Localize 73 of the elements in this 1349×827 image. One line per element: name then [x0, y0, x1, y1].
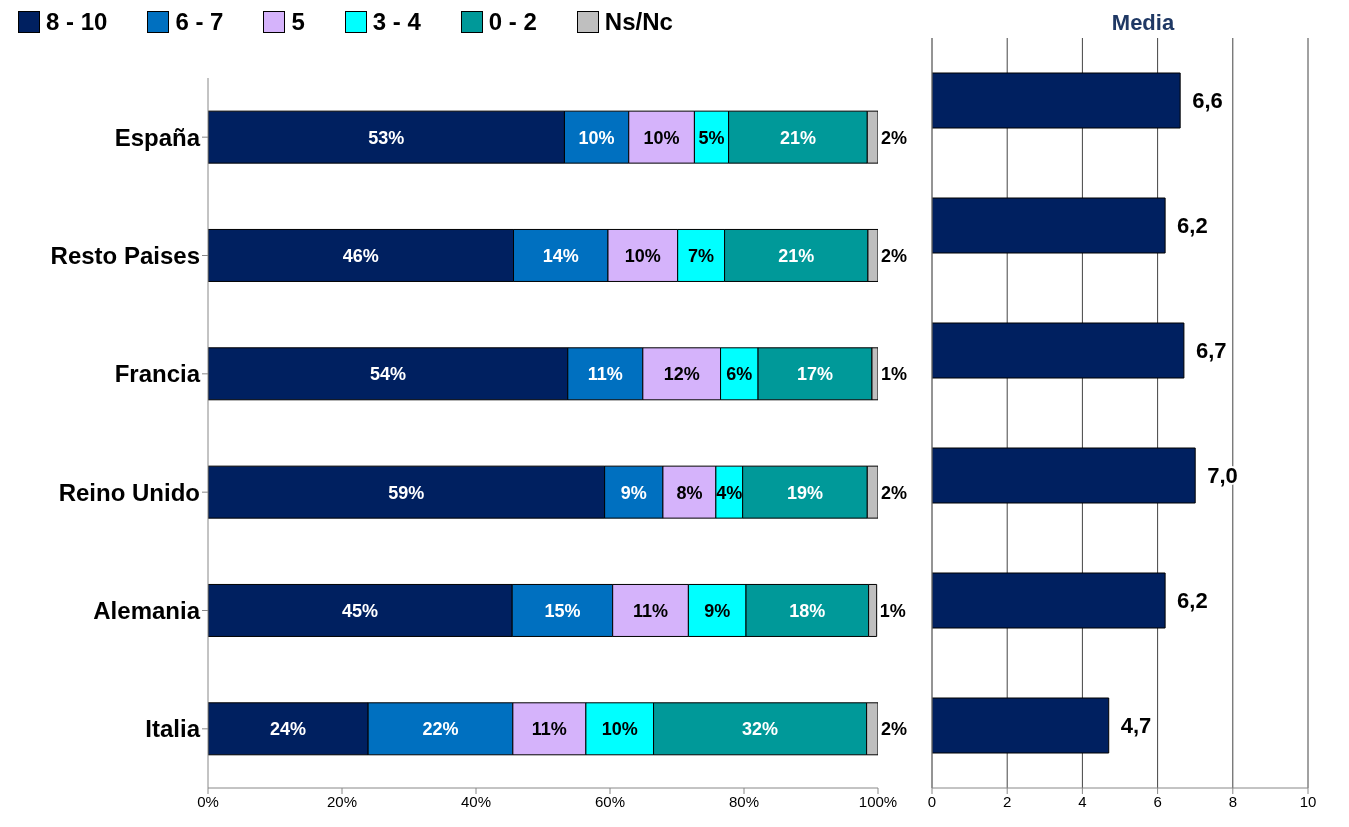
- data-label: 4,7: [1120, 713, 1152, 739]
- data-label: 10%: [578, 127, 615, 148]
- data-label: 4%: [716, 482, 743, 503]
- x-tick-label: 60%: [594, 792, 626, 810]
- x-tick-label: 4: [1078, 792, 1087, 810]
- bar: [932, 447, 1196, 504]
- x-tick-label: 0: [927, 792, 937, 810]
- bar: [932, 572, 1166, 629]
- x-tick-label: 0%: [197, 792, 219, 810]
- data-label: 6,2: [1177, 213, 1208, 239]
- data-label: 59%: [388, 482, 425, 503]
- data-label: 6,2: [1177, 588, 1208, 614]
- data-label: 46%: [342, 245, 379, 266]
- y-tick-label: Italia: [145, 715, 201, 743]
- data-label: 1%: [881, 364, 908, 385]
- data-label: 2%: [881, 245, 908, 266]
- legend-label: 6 - 7: [175, 8, 224, 36]
- data-label: 11%: [587, 364, 623, 385]
- data-label: 11%: [531, 719, 567, 740]
- bar: [932, 697, 1110, 754]
- data-label: 6,6: [1192, 88, 1223, 114]
- y-tick-label: España: [114, 123, 201, 151]
- data-label: 6%: [726, 364, 753, 385]
- data-label: 11%: [633, 600, 669, 621]
- data-label: 14%: [542, 245, 579, 266]
- x-tick-label: 8: [1228, 792, 1237, 810]
- x-tick-label: 10: [1299, 792, 1317, 810]
- y-tick-label: Alemania: [93, 597, 201, 625]
- data-label: 32%: [742, 719, 779, 740]
- x-tick-label: 2: [1003, 792, 1012, 810]
- data-label: 12%: [663, 364, 700, 385]
- legend-label: 0 - 2: [488, 8, 537, 36]
- bar: [932, 72, 1181, 129]
- x-tick-label: 40%: [460, 792, 492, 810]
- data-label: 6,7: [1195, 338, 1227, 364]
- data-label: 8%: [676, 482, 703, 503]
- data-label: 2%: [881, 127, 908, 148]
- data-label: 45%: [342, 600, 379, 621]
- data-label: 10%: [643, 127, 680, 148]
- data-label: 53%: [368, 127, 405, 148]
- bar: [932, 322, 1185, 379]
- data-label: 17%: [797, 364, 834, 385]
- data-label: 9%: [620, 482, 647, 503]
- data-label: 10%: [624, 245, 661, 266]
- data-label: 7%: [688, 245, 715, 266]
- data-label: 21%: [778, 245, 815, 266]
- y-tick-label: Resto Paises: [50, 242, 200, 270]
- data-label: 21%: [779, 127, 816, 148]
- data-label: 5%: [698, 127, 725, 148]
- bar: [932, 197, 1166, 254]
- data-label: 10%: [601, 719, 638, 740]
- x-tick-label: 100%: [858, 792, 898, 810]
- data-label: 54%: [369, 364, 406, 385]
- data-label: 2%: [881, 482, 908, 503]
- x-tick-label: 6: [1153, 792, 1162, 810]
- data-label: 7,0: [1207, 463, 1238, 489]
- legend-label: 3 - 4: [372, 8, 421, 36]
- data-label: 15%: [544, 600, 581, 621]
- data-label: 18%: [789, 600, 826, 621]
- data-label: 1%: [879, 600, 906, 621]
- data-label: 24%: [270, 719, 307, 740]
- legend-label: 5: [291, 8, 305, 36]
- y-tick-label: Francia: [114, 360, 201, 388]
- data-label: 9%: [704, 600, 731, 621]
- x-tick-label: 20%: [326, 792, 358, 810]
- legend-label: Ns/Nc: [604, 8, 673, 36]
- y-tick-label: Reino Unido: [58, 478, 200, 506]
- data-label: 22%: [422, 719, 459, 740]
- data-label: 19%: [786, 482, 823, 503]
- legend-label: 8 - 10: [46, 8, 108, 36]
- data-label: 2%: [881, 719, 908, 740]
- x-tick-label: 80%: [728, 792, 760, 810]
- chart-title: Media: [1110, 9, 1176, 37]
